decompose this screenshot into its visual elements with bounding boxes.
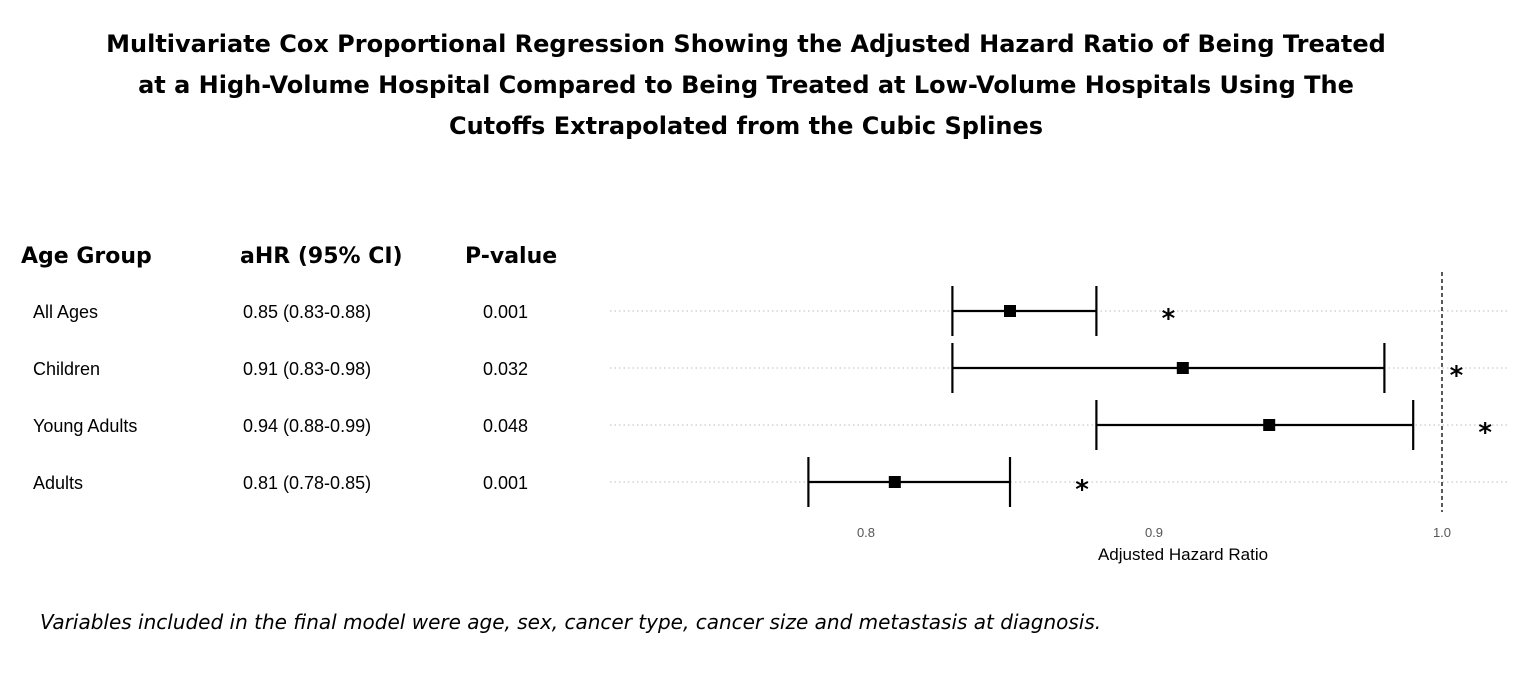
chart-title-line-2: at a High-Volume Hospital Compared to Be… — [138, 71, 1354, 99]
point-estimate — [888, 476, 901, 488]
cell-ahr: 0.81 (0.78-0.85) — [243, 473, 372, 493]
point-estimate — [1004, 305, 1016, 317]
cell-ahr: 0.85 (0.83-0.88) — [243, 302, 372, 322]
significance-asterisk: * — [1478, 418, 1492, 448]
header-ahr: aHR (95% CI) — [240, 244, 403, 269]
x-axis-label: Adjusted Hazard Ratio — [1098, 545, 1268, 564]
significance-asterisk: * — [1450, 361, 1464, 391]
x-tick-label: 1.0 — [1433, 525, 1451, 540]
chart-title-line-3: Cutoffs Extrapolated from the Cubic Spli… — [448, 112, 1044, 140]
header-age-group: Age Group — [21, 244, 152, 269]
cell-p-value: 0.032 — [483, 359, 529, 379]
cell-p-value: 0.001 — [483, 302, 529, 322]
footnote: Variables included in the final model we… — [40, 610, 1102, 634]
cell-group: All Ages — [33, 302, 99, 322]
chart-title: Multivariate Cox Proportional Regression… — [96, 24, 1396, 147]
chart-title-line-1: Multivariate Cox Proportional Regression… — [106, 30, 1386, 58]
x-tick-label: 0.8 — [857, 525, 875, 540]
significance-asterisk: * — [1075, 475, 1089, 505]
header-p-value: P-value — [465, 244, 558, 269]
significance-asterisk: * — [1162, 304, 1176, 334]
cell-group: Young Adults — [33, 416, 138, 436]
cell-ahr: 0.91 (0.83-0.98) — [243, 359, 372, 379]
cell-group: Children — [33, 359, 101, 379]
cell-group: Adults — [33, 473, 84, 493]
cell-ahr: 0.94 (0.88-0.99) — [243, 416, 372, 436]
point-estimate — [1263, 419, 1276, 431]
x-tick-label: 0.9 — [1145, 525, 1163, 540]
cell-p-value: 0.048 — [483, 416, 529, 436]
cell-p-value: 0.001 — [483, 473, 529, 493]
point-estimate — [1176, 362, 1189, 374]
